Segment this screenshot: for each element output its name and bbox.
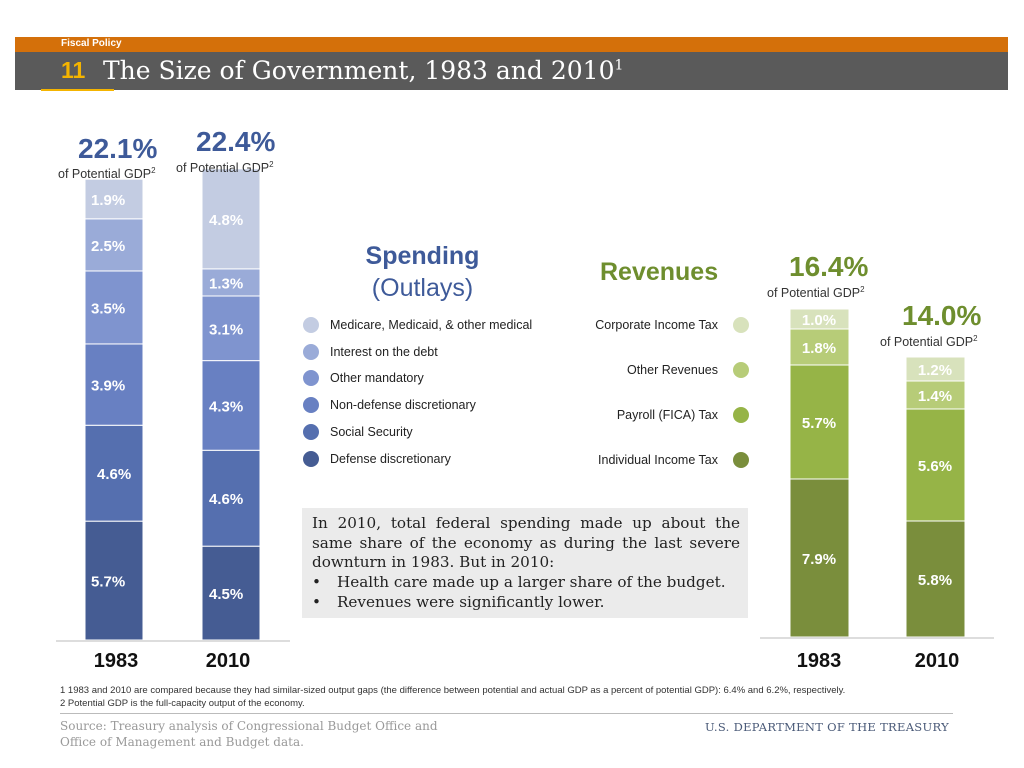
spending-label-1983-other-mandatory: 3.5% — [91, 300, 125, 317]
spending-legend-swatch-defense-discretionary — [303, 450, 319, 467]
category-bar: Fiscal Policy — [15, 37, 1008, 52]
spending-label-1983-interest-on-the-debt: 2.5% — [91, 238, 125, 255]
spending-label-2010-defense-discretionary: 4.5% — [209, 586, 243, 603]
revenue-legend-swatch-other-revenues — [733, 362, 749, 378]
spending-legend-label-non-defense-discretionary: Non-defense discretionary — [330, 398, 476, 413]
spending-bar-1983-other-mandatory — [84, 270, 144, 345]
spending-bar-2010-other-mandatory — [201, 295, 261, 362]
revenue-label-1983-other-revenues: 1.8% — [802, 340, 836, 357]
spending-legend-swatch-medicare-medicaid-other-medical — [303, 317, 319, 333]
slide-number: 11 — [61, 57, 86, 83]
spending-legend-swatch-social-security — [303, 423, 319, 440]
spending-total-2010: 22.4% — [196, 126, 276, 157]
revenue-legend-label-payroll-fica-tax: Payroll (FICA) Tax — [616, 408, 718, 422]
spending-label-2010-non-defense-discretionary: 4.3% — [209, 398, 243, 415]
revenue-bar-2010-corporate-income-tax — [905, 356, 966, 382]
revenue-legend-swatch-corporate-income-tax — [733, 317, 749, 333]
spending-label-1983-medicare-medicaid-other-medical: 1.9% — [91, 192, 125, 209]
revenue-legend-title: Revenues — [600, 258, 719, 286]
title-bar: 11 The Size of Government, 1983 and 2010… — [15, 52, 1008, 90]
spending-bar-1983-medicare-medicaid-other-medical — [84, 178, 144, 220]
spending-total-1983: 22.1% — [78, 133, 158, 164]
spending-year-2010: 2010 — [206, 650, 251, 672]
revenue-label-2010-corporate-income-tax: 1.2% — [918, 362, 952, 379]
spending-legend-swatch-non-defense-discretionary — [303, 397, 319, 414]
spending-legend-label-defense-discretionary: Defense discretionary — [330, 451, 451, 466]
revenue-legend-swatch-payroll-fica-tax — [733, 407, 749, 423]
spending-legend-label-social-security: Social Security — [330, 424, 413, 439]
spending-label-1983-defense-discretionary: 5.7% — [91, 574, 125, 591]
spending-bar-1983-defense-discretionary — [84, 520, 144, 641]
spending-label-2010-social-security: 4.6% — [209, 491, 243, 508]
spending-title-line2: (Outlays) — [371, 274, 474, 302]
page-title-text: The Size of Government, 1983 and 2010 — [103, 56, 615, 85]
revenue-year-2010: 2010 — [915, 650, 960, 672]
category-label: Fiscal Policy — [61, 38, 122, 49]
revenue-label-1983-individual-income-tax: 7.9% — [802, 551, 836, 568]
revenue-legend-label-corporate-income-tax: Corporate Income Tax — [595, 318, 718, 332]
revenue-bar-2010-payroll-fica-tax — [905, 408, 966, 522]
spending-legend-title: Spending (Outlays) — [300, 240, 545, 304]
spending-total-1983-sub: of Potential GDP2 — [58, 166, 156, 182]
spending-legend-swatch-interest-on-the-debt — [303, 343, 319, 360]
spending-year-1983: 1983 — [94, 650, 139, 672]
revenue-label-2010-individual-income-tax: 5.8% — [918, 572, 952, 589]
note-paragraph: In 2010, total federal spending made up … — [312, 514, 740, 571]
revenue-bar-1983-individual-income-tax — [789, 478, 850, 638]
revenue-label-2010-payroll-fica-tax: 5.6% — [918, 458, 952, 475]
revenue-bar-2010-individual-income-tax — [905, 520, 966, 638]
revenue-legend-label-individual-income-tax: Individual Income Tax — [598, 453, 718, 467]
spending-bar-1983-non-defense-discretionary — [84, 343, 144, 426]
footnote-2: 2 Potential GDP is the full-capacity out… — [60, 698, 305, 709]
revenue-year-1983: 1983 — [797, 650, 842, 672]
revenue-legend-swatch-individual-income-tax — [733, 452, 749, 468]
revenue-total-1983-sub: of Potential GDP2 — [767, 285, 865, 301]
revenue-label-1983-corporate-income-tax: 1.0% — [802, 312, 836, 329]
revenue-bar-1983-corporate-income-tax — [789, 308, 850, 330]
spending-bar-2010-non-defense-discretionary — [201, 360, 261, 451]
revenue-label-1983-payroll-fica-tax: 5.7% — [802, 415, 836, 432]
spending-title-line1: Spending — [365, 242, 480, 270]
agency-name: U.S. DEPARTMENT OF THE TREASURY — [705, 720, 949, 734]
page-title: The Size of Government, 1983 and 20101 — [103, 56, 623, 85]
spending-label-2010-interest-on-the-debt: 1.3% — [209, 275, 243, 292]
spending-label-2010-other-mandatory: 3.1% — [209, 321, 243, 338]
spending-label-2010-medicare-medicaid-other-medical: 4.8% — [209, 212, 243, 229]
spending-bar-1983-social-security — [84, 424, 144, 522]
spending-label-1983-social-security: 4.6% — [97, 466, 131, 483]
revenue-label-2010-other-revenues: 1.4% — [918, 388, 952, 405]
spending-total-2010-sub: of Potential GDP2 — [176, 160, 274, 176]
spending-bar-2010-interest-on-the-debt — [201, 268, 261, 297]
spending-bar-2010-medicare-medicaid-other-medical — [201, 168, 261, 270]
note-box: In 2010, total federal spending made up … — [302, 508, 748, 618]
revenue-bar-2010-other-revenues — [905, 380, 966, 410]
footnote-1: 1 1983 and 2010 are compared because the… — [60, 685, 846, 696]
revenue-total-2010: 14.0% — [902, 300, 982, 331]
revenue-legend-label-other-revenues: Other Revenues — [626, 363, 718, 377]
spending-bar-1983-interest-on-the-debt — [84, 218, 144, 272]
revenue-total-1983: 16.4% — [789, 251, 869, 282]
revenue-total-2010-sub: of Potential GDP2 — [880, 334, 978, 350]
revenue-bar-1983-payroll-fica-tax — [789, 364, 850, 480]
spending-bar-2010-defense-discretionary — [201, 545, 261, 641]
title-accent — [41, 89, 114, 91]
title-footnote-ref: 1 — [614, 57, 624, 74]
spending-legend-swatch-other-mandatory — [303, 370, 319, 387]
spending-label-1983-non-defense-discretionary: 3.9% — [91, 378, 125, 395]
footer-divider — [60, 713, 953, 714]
source-note: Source: Treasury analysis of Congression… — [60, 719, 438, 749]
spending-legend-label-other-mandatory: Other mandatory — [330, 371, 424, 386]
spending-legend-label-interest-on-the-debt: Interest on the debt — [330, 344, 438, 359]
spending-legend-label-medicare-medicaid-other-medical: Medicare, Medicaid, & other medical — [330, 318, 533, 332]
revenue-bar-1983-other-revenues — [789, 328, 850, 366]
